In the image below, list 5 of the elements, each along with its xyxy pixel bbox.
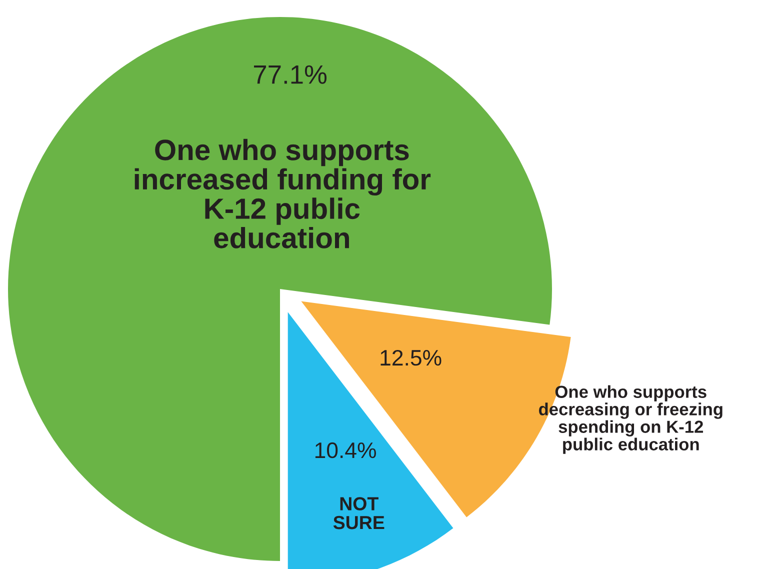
data-label: 12.5% bbox=[380, 350, 442, 366]
slice-label: NOT SURE bbox=[333, 497, 384, 530]
slice-label: One who supports increased funding for K-12 public education bbox=[134, 138, 431, 248]
data-label: 10.4% bbox=[315, 442, 376, 458]
data-label: 77.1% bbox=[254, 65, 327, 84]
